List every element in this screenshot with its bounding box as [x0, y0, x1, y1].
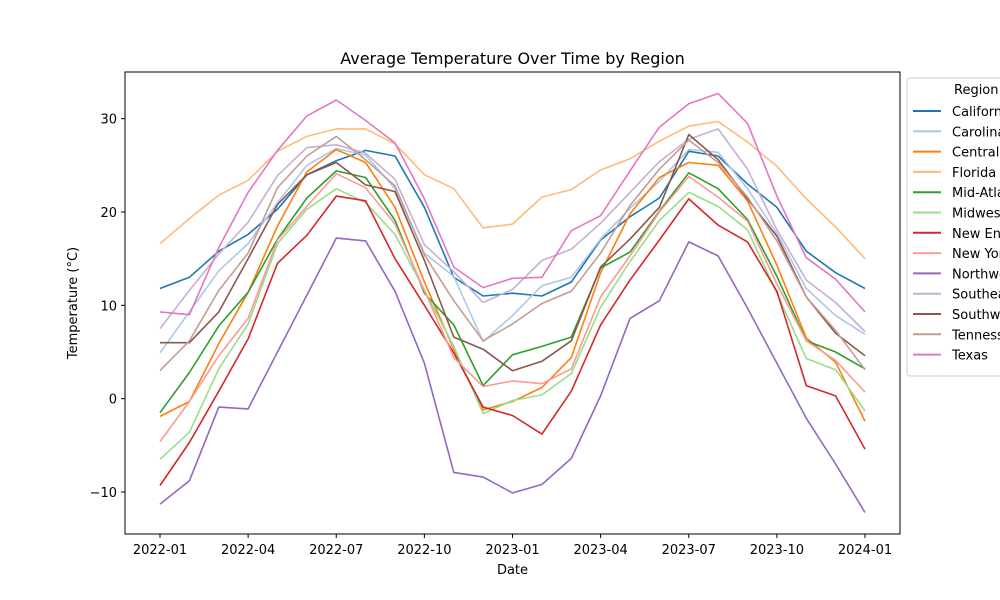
legend-label-florida: Florida: [952, 166, 996, 181]
legend-label-southeast: Southeast: [952, 288, 1000, 303]
legend-label-new-york: New York: [952, 247, 1000, 262]
series-line-new-york: [159, 172, 866, 443]
legend-label-texas: Texas: [951, 349, 988, 364]
series-line-texas: [159, 92, 866, 316]
chart-title: Average Temperature Over Time by Region: [340, 49, 685, 68]
x-axis: 2022-01 2022-04 2022-07 2022-10 2023-01 2023-…: [133, 534, 892, 558]
series-line-new-england: [159, 195, 866, 486]
series-line-southwest: [160, 133, 866, 372]
x-tick-label: 2024-01: [838, 543, 892, 558]
series-line-california: [159, 149, 866, 297]
x-tick-label: 2022-10: [397, 543, 451, 558]
plot-lines: [159, 92, 866, 513]
x-tick-label: 2023-10: [750, 543, 804, 558]
x-tick-label: 2023-01: [485, 543, 539, 558]
legend-label-tennessee: Tennessee: [951, 328, 1000, 343]
x-tick-label: 2022-07: [309, 543, 363, 558]
y-axis: −10 0 10 20 30: [90, 113, 125, 501]
series-line-southeast: [159, 128, 866, 333]
x-axis-label: Date: [497, 563, 528, 578]
legend-label-carolinas: Carolinas: [952, 125, 1000, 140]
x-tick-label: 2023-07: [662, 543, 716, 558]
legend-title: Region: [954, 83, 999, 98]
y-tick-label: 10: [100, 299, 117, 314]
series-line-carolinas: [159, 147, 866, 354]
y-axis-label: Temperature (°C): [66, 247, 81, 360]
legend-label-california: California: [952, 105, 1000, 120]
x-tick-label: 2022-01: [133, 543, 187, 558]
y-tick-label: 30: [100, 113, 117, 128]
y-tick-label: 0: [109, 393, 117, 408]
x-tick-label: 2023-04: [573, 543, 627, 558]
series-line-central: [159, 148, 866, 422]
legend-label-mid-atlantic: Mid-Atlantic: [952, 186, 1000, 201]
series-line-tennessee: [159, 135, 866, 372]
legend: Region California Carolinas Central Florida…: [906, 77, 1000, 377]
legend-label-central: Central: [952, 146, 999, 161]
legend-label-southwest: Southwest: [952, 308, 1000, 323]
y-tick-label: −10: [90, 486, 117, 501]
legend-label-northwest: Northwest: [952, 267, 1000, 282]
series-line-midwest: [159, 187, 866, 460]
legend-label-midwest: Midwest: [952, 207, 1000, 222]
legend-label-new-england: New England: [952, 227, 1000, 242]
x-tick-label: 2022-04: [221, 543, 275, 558]
y-tick-label: 20: [100, 206, 117, 221]
series-line-northwest: [159, 237, 866, 513]
